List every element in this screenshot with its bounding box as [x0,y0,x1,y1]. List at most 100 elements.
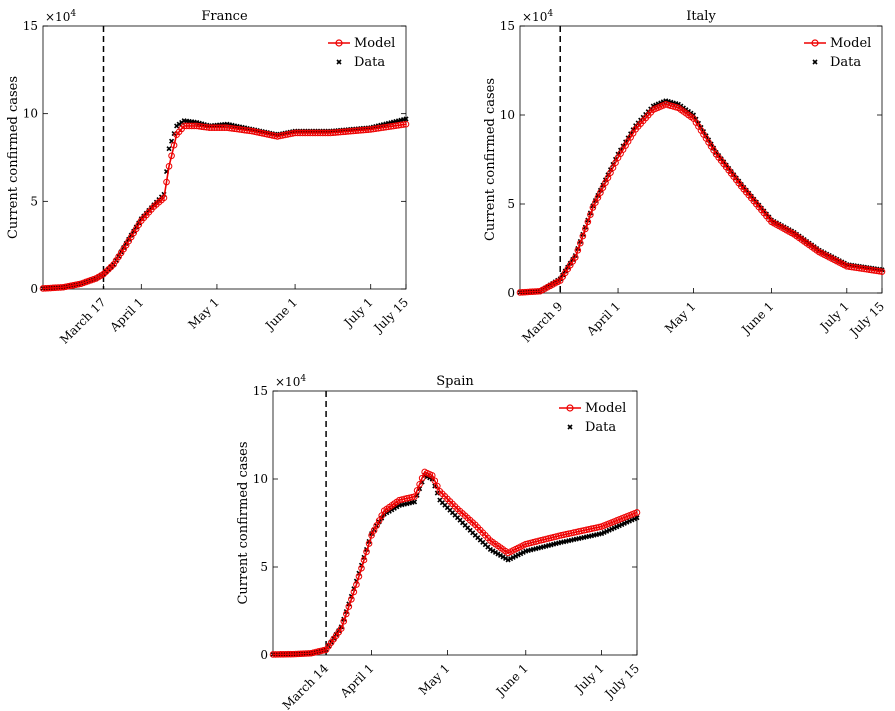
model-point [297,650,305,658]
y-axis-label: Current confirmed cases [6,76,21,239]
y-tick-label: 10 [23,107,38,121]
model-series [516,101,886,296]
x-tick-label: May 1 [662,299,699,336]
chart-panel-france: France ×104 Current confirmed cases 0 5 10 15 M… [6,9,411,347]
legend-model-marker [566,404,574,412]
model-point [416,480,423,488]
model-point [612,159,619,167]
legend: Model Data [804,36,871,70]
model-series [39,120,410,292]
x-tick-label: July 15 [846,299,887,340]
x-tick-label: June 1 [738,299,777,338]
model-point [592,199,599,206]
model-point [876,267,883,275]
model-point [345,603,353,610]
model-point [306,129,314,137]
model-point [357,127,364,134]
model-point [44,284,52,292]
x-tick-label: July 1 [571,661,607,697]
x-tick-label: July 15 [370,295,411,336]
model-point [587,211,594,218]
legend-model-label: Model [830,36,871,51]
model-point [368,532,375,539]
model-point [282,650,289,658]
model-point [360,556,368,564]
plot-frame [42,25,407,290]
y-multiplier-base: ×10 [45,10,70,24]
x-tick-label: March 9 [519,299,565,345]
model-point [221,124,228,131]
model-point [344,128,352,135]
y-tick-label: 15 [23,19,38,33]
model-point [878,268,886,275]
model-point [574,246,582,254]
model-point [289,650,297,658]
model-line [272,470,638,656]
y-multiplier-exponent: 4 [70,9,76,19]
model-point [365,540,373,547]
model-point [57,284,64,291]
model-point [633,509,641,516]
model-point [607,169,614,176]
y-tick-label: 5 [30,194,38,208]
data-point [403,116,409,122]
x-tick-label: June 1 [261,295,300,334]
chart-panel-spain: Spain ×104 Current confirmed cases 0 5 10 15 Ma… [236,374,642,711]
chart-title: Italy [686,9,716,24]
model-point [347,127,354,135]
y-multiplier: ×104 [522,9,553,24]
model-point [362,126,369,134]
x-tick-label: April 1 [337,661,377,701]
y-tick-label: 15 [500,19,515,33]
model-point [208,124,216,131]
y-tick-label: 10 [500,108,515,122]
y-multiplier-base: ×10 [275,375,300,389]
model-point [269,651,277,658]
y-multiplier-exponent: 4 [300,374,306,384]
model-point [609,164,617,171]
model-point [604,174,612,181]
model-point [355,573,363,580]
model-series [269,468,641,658]
model-point [402,120,410,128]
model-point [334,128,342,136]
y-tick-label: 5 [507,197,515,211]
model-point [358,564,365,572]
model-point [294,650,302,658]
legend-model-label: Model [354,36,395,51]
model-point [49,284,57,292]
y-multiplier-exponent: 4 [547,9,553,19]
legend-data-label: Data [830,55,861,70]
model-point [287,650,294,658]
model-point [185,122,193,130]
model-point [408,493,416,501]
model-point [183,122,190,130]
model-point [203,124,211,131]
model-point [329,129,337,137]
plot-frame [519,25,883,294]
x-tick-label: April 1 [583,299,623,339]
model-point [327,129,334,137]
chart-title: Spain [436,374,474,389]
legend: Model Data [559,401,626,435]
model-point [359,126,367,134]
model-point [324,129,332,137]
model-point [163,178,170,186]
y-axis-label: Current confirmed cases [483,78,498,241]
model-point [577,239,584,247]
model-point [378,512,385,519]
model-point [572,254,579,261]
x-tick-label: July 15 [601,661,642,702]
data-point [411,499,418,505]
x-tick-label: June 1 [492,661,531,700]
x-tick-label: March 17 [57,295,108,346]
model-point [350,588,358,596]
y-tick-label: 0 [260,648,268,662]
model-point [589,204,597,211]
model-point [190,122,198,130]
model-point [431,477,439,485]
model-point [213,124,221,131]
model-point [218,124,226,131]
legend-model-marker [811,39,819,47]
